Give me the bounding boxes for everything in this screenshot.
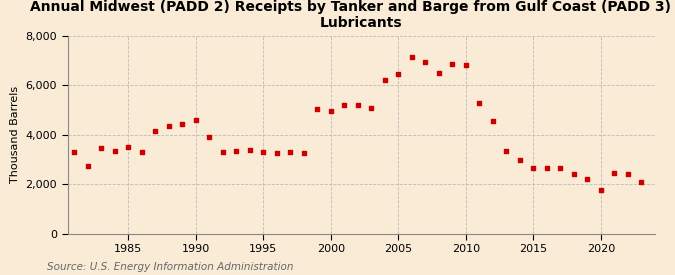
Point [271,151,282,156]
Point [325,109,336,113]
Point [204,135,215,139]
Point [109,148,120,153]
Point [136,150,147,154]
Point [339,103,350,107]
Point [352,103,363,107]
Point [298,151,309,156]
Point [582,177,593,182]
Point [379,78,390,82]
Text: Source: U.S. Energy Information Administration: Source: U.S. Energy Information Administ… [47,262,294,272]
Point [285,150,296,154]
Point [312,106,323,111]
Title: Annual Midwest (PADD 2) Receipts by Tanker and Barge from Gulf Coast (PADD 3) of: Annual Midwest (PADD 2) Receipts by Tank… [30,0,675,31]
Point [258,150,269,154]
Point [528,166,539,170]
Point [150,129,161,133]
Point [568,172,579,177]
Point [595,188,606,192]
Point [82,163,93,168]
Point [244,147,255,152]
Point [460,63,471,68]
Point [123,145,134,149]
Point [177,121,188,126]
Point [636,180,647,184]
Point [217,150,228,154]
Point [609,171,620,175]
Point [622,172,633,177]
Point [190,118,201,122]
Point [541,166,552,170]
Point [366,105,377,110]
Point [69,150,80,154]
Point [163,124,174,128]
Y-axis label: Thousand Barrels: Thousand Barrels [10,86,20,183]
Point [96,146,107,150]
Point [231,148,242,153]
Point [420,59,431,64]
Point [433,71,444,75]
Point [501,148,512,153]
Point [487,119,498,123]
Point [393,72,404,76]
Point [447,62,458,67]
Point [555,166,566,170]
Point [474,100,485,105]
Point [406,54,417,59]
Point [514,157,525,162]
